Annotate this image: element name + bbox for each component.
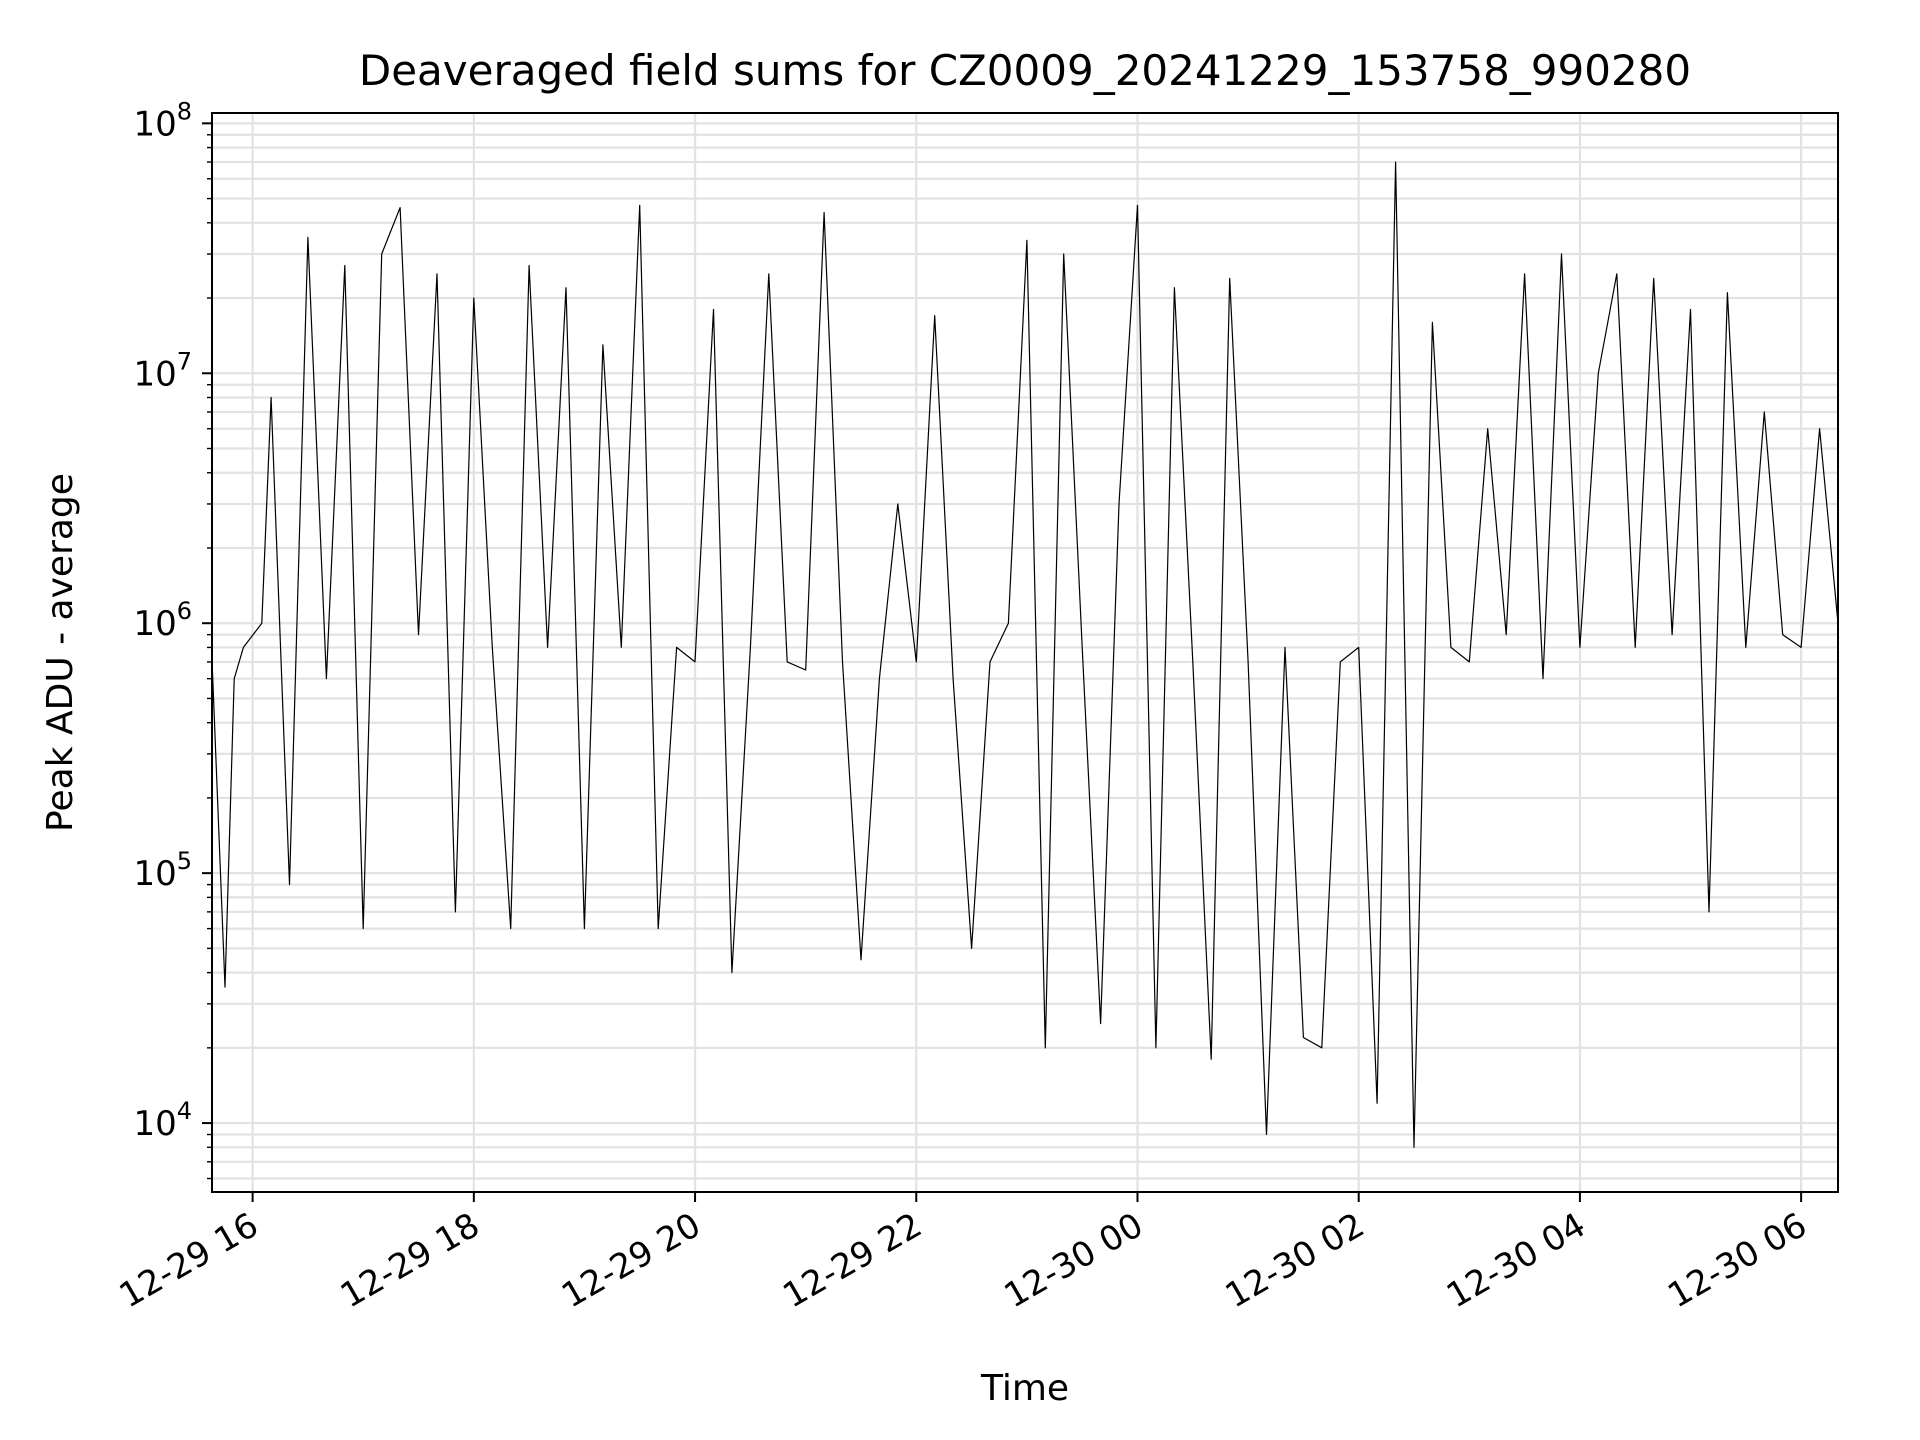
y-axis-title: Peak ADU - average [40,473,81,832]
x-tick-label: 12-29 18 [334,1205,486,1316]
y-tick-label: 106 [133,597,192,644]
x-tick-label: 12-29 16 [113,1205,265,1316]
plot-frame [211,112,1839,1193]
tick-layer: 104 105 106 107 108 12-29 16 12-29 18 12-29 20 1… [113,97,1814,1316]
x-tick-label: 12-30 04 [1440,1205,1592,1316]
y-tick-label: 107 [133,347,192,394]
x-tick-label: 12-29 22 [776,1205,928,1316]
x-axis-title: Time [980,1368,1069,1409]
x-tick-label: 12-30 02 [1219,1205,1371,1316]
y-tick-label: 105 [133,847,192,894]
chart-title: Deaveraged field sums for CZ0009_2024122… [359,46,1691,95]
series-line-peak-adu [211,161,1839,1148]
grid-layer [212,113,1838,1192]
x-tick-label: 12-29 20 [555,1205,707,1316]
y-tick-label: 104 [133,1097,192,1144]
x-tick-label: 12-30 06 [1661,1205,1813,1316]
y-tick-label: 108 [133,97,192,144]
x-tick-label: 12-30 00 [998,1205,1150,1316]
